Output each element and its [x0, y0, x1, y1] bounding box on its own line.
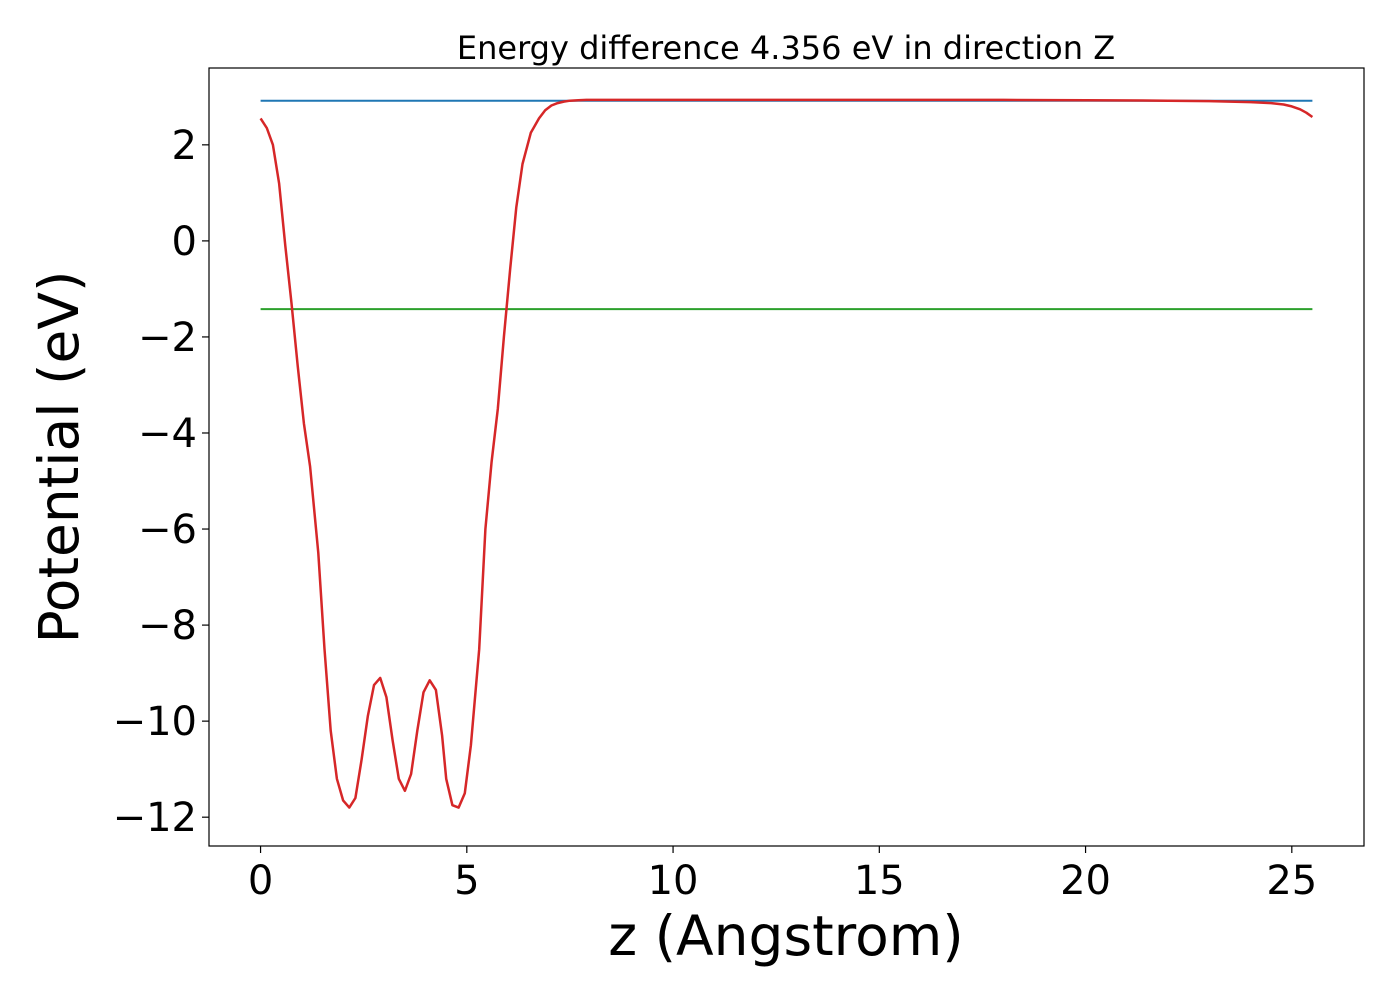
y-tick-label: −10: [113, 699, 197, 745]
y-tick-label: 2: [172, 123, 197, 169]
y-tick-label: −6: [138, 507, 197, 553]
y-tick-label: −8: [138, 603, 197, 649]
x-tick-label: 25: [1266, 858, 1317, 904]
x-axis-label: z (Angstrom): [608, 904, 964, 968]
x-tick-label: 15: [854, 858, 905, 904]
series-line-2: [259, 98, 1314, 809]
y-tick-label: −12: [113, 795, 197, 841]
chart-title: Energy difference 4.356 eV in direction …: [457, 29, 1115, 67]
y-axis-label: Potential (eV): [27, 271, 91, 644]
x-tick-label: 20: [1060, 858, 1111, 904]
plot-area-frame: [208, 67, 1365, 847]
y-tick-label: 0: [172, 219, 197, 265]
x-ticks: 0 5 10 15 20 25: [248, 846, 1317, 904]
x-tick-label: 0: [248, 858, 273, 904]
x-tick-label: 5: [454, 858, 479, 904]
y-tick-label: −2: [138, 315, 197, 361]
y-ticks: 2 0 −2 −4 −6 −8 −10 −12: [113, 123, 209, 841]
x-tick-label: 10: [648, 858, 699, 904]
y-tick-label: −4: [138, 411, 197, 457]
series-layer: [259, 98, 1314, 809]
